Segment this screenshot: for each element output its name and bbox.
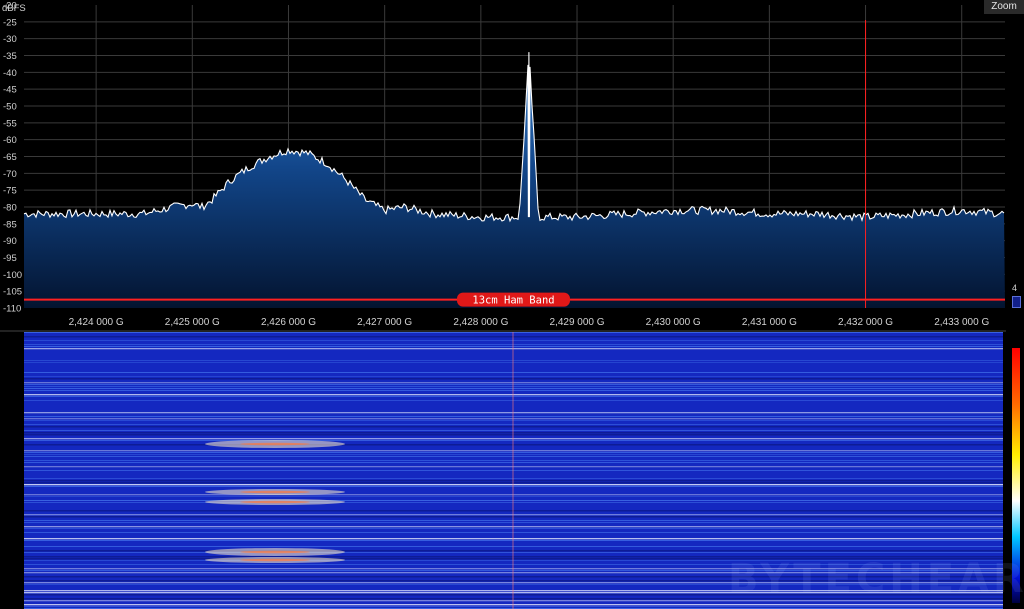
y-tick-label: -85	[3, 219, 17, 230]
band-label: 13cm Ham Band	[472, 294, 554, 306]
x-tick-label: 2,432 000 G	[838, 317, 893, 328]
gain-slider[interactable]	[1012, 296, 1021, 308]
waterfall-signal	[240, 500, 310, 504]
x-tick-label: 2,429 000 G	[549, 317, 604, 328]
waterfall-signal	[240, 442, 310, 446]
zoom-button[interactable]: Zoom	[984, 0, 1024, 14]
y-tick-label: -70	[3, 169, 17, 180]
y-tick-label: -50	[3, 102, 17, 113]
waterfall-signal	[240, 490, 310, 494]
y-tick-label: -60	[3, 135, 17, 146]
y-tick-label: -100	[3, 270, 22, 281]
y-tick-label: -30	[3, 34, 17, 45]
y-tick-label: -35	[3, 51, 17, 62]
x-tick-label: 2,430 000 G	[646, 317, 701, 328]
y-tick-label: -55	[3, 118, 17, 129]
x-tick-label: 2,424 000 G	[69, 317, 124, 328]
band-label-pill[interactable]	[457, 292, 570, 307]
spectrum-trace	[23, 52, 1005, 223]
waterfall-display[interactable]	[0, 332, 1006, 609]
y-tick-label: -40	[3, 68, 17, 79]
y-tick-label: -95	[3, 253, 17, 264]
y-axis-label: dBFS	[2, 3, 26, 14]
y-tick-label: -80	[3, 203, 17, 214]
y-tick-label: -25	[3, 17, 17, 28]
waterfall-signal	[240, 550, 310, 554]
y-tick-label: -45	[3, 85, 17, 96]
y-tick-label: -20	[3, 1, 17, 12]
spectrum-fill	[24, 52, 1005, 308]
gain-value: 4	[1012, 283, 1018, 293]
waterfall-signal	[240, 558, 310, 562]
x-tick-label: 2,431 000 G	[742, 317, 797, 328]
y-tick-label: -105	[3, 287, 22, 298]
spectrum-plot[interactable]: dBFS-20 -25 -30 -35 -40 -45 -50 -55 -60 -65 -70 -75…	[0, 0, 1024, 332]
y-tick-label: -65	[3, 152, 17, 163]
y-tick-label: -90	[3, 236, 17, 247]
x-tick-label: 2,427 000 G	[357, 317, 412, 328]
x-tick-label: 2,433 000 G	[934, 317, 989, 328]
x-tick-label: 2,426 000 G	[261, 317, 316, 328]
y-tick-label: -75	[3, 186, 17, 197]
waterfall-color-scale	[1012, 348, 1020, 603]
x-tick-label: 2,428 000 G	[453, 317, 508, 328]
y-tick-label: -110	[3, 304, 21, 315]
x-tick-label: 2,425 000 G	[165, 317, 220, 328]
